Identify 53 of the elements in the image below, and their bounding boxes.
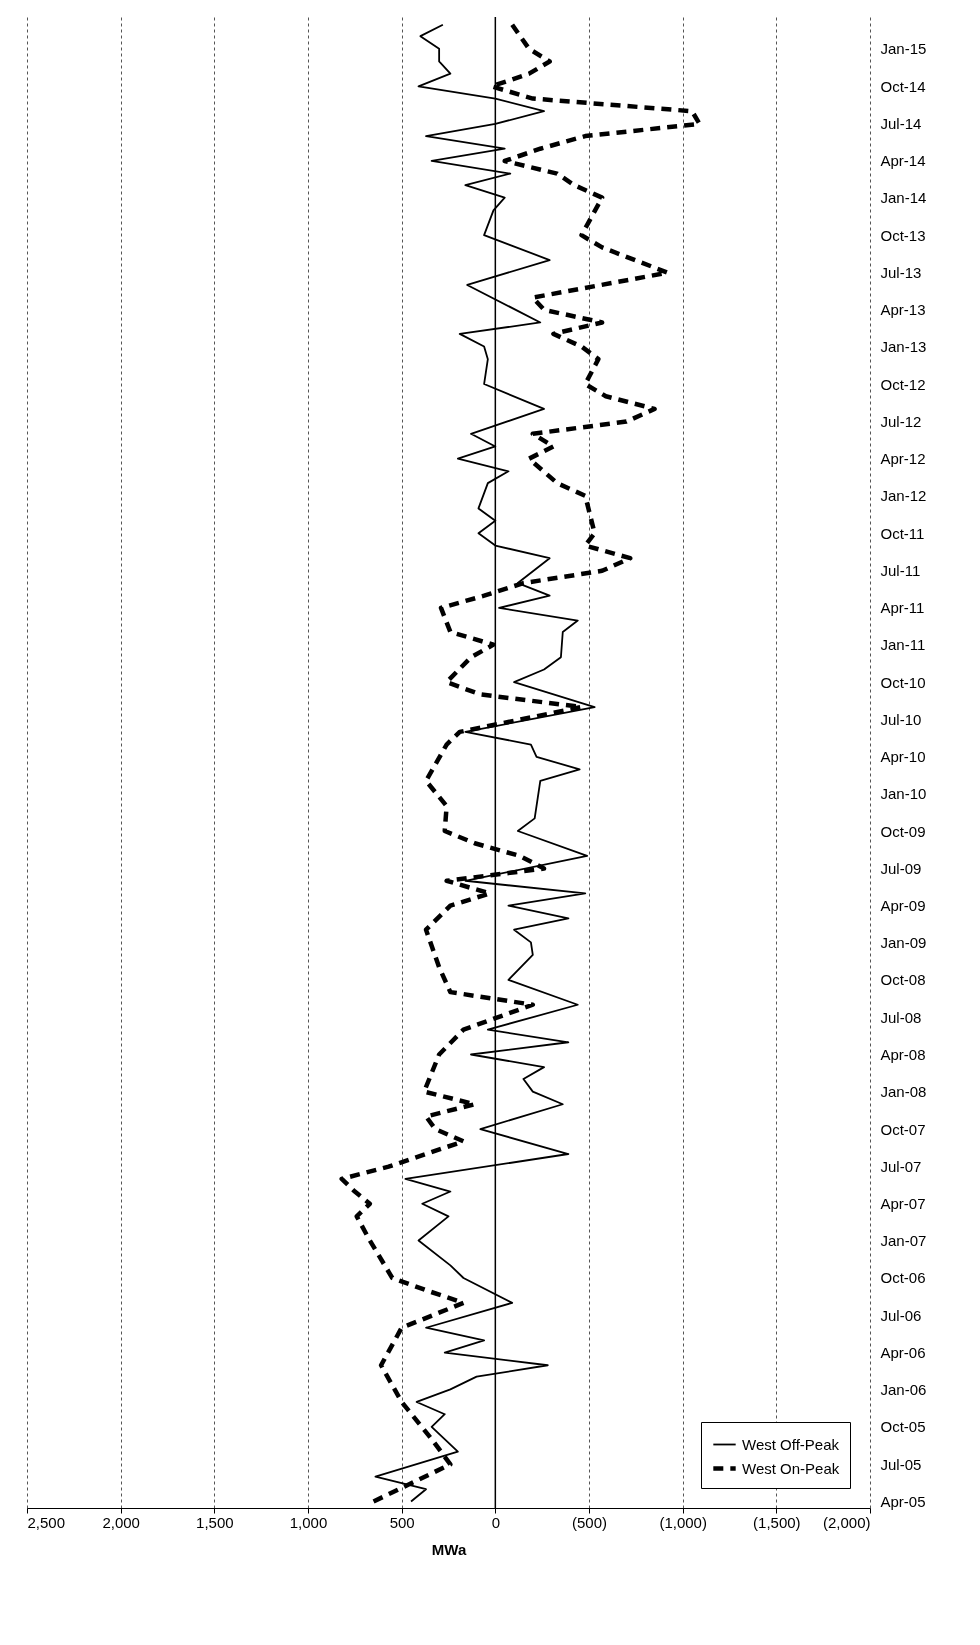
y-tick-label: Jul-06 <box>880 1307 922 1325</box>
y-tick-label: Apr-13 <box>880 301 926 319</box>
y-tick-label: Jan-09 <box>880 933 927 951</box>
y-tick-label: Oct-13 <box>880 226 926 244</box>
y-tick-label: Jan-14 <box>880 189 927 207</box>
y-tick-label: Jul-14 <box>880 115 922 133</box>
legend-label: West On-Peak <box>742 1459 840 1477</box>
y-tick-label: Jan-10 <box>880 784 927 802</box>
y-tick-label: Jan-11 <box>880 636 926 654</box>
y-tick-label: Jul-09 <box>880 860 922 878</box>
y-tick-label: Jan-15 <box>880 40 927 58</box>
x-tick-label: 0 <box>491 1513 501 1531</box>
x-tick-label: 1,500 <box>196 1513 234 1531</box>
y-tick-label: Apr-14 <box>880 152 926 170</box>
y-tick-label: Apr-12 <box>880 450 926 468</box>
x-tick-label: 2,000 <box>102 1513 140 1531</box>
y-tick-label: Oct-09 <box>880 822 926 840</box>
y-tick-label: Jan-12 <box>880 487 927 505</box>
y-tick-label: Jul-08 <box>880 1008 922 1026</box>
y-tick-label: Apr-05 <box>880 1492 926 1510</box>
y-tick-label: Jul-05 <box>880 1455 922 1473</box>
y-tick-label: Oct-10 <box>880 673 926 691</box>
y-tick-label: Jul-13 <box>880 264 922 282</box>
x-tick-label: 2,500 <box>27 1513 66 1531</box>
y-tick-label: Jan-13 <box>880 338 927 356</box>
y-tick-label: Oct-06 <box>880 1269 926 1287</box>
y-tick-label: Apr-08 <box>880 1046 926 1063</box>
y-tick-label: Jan-07 <box>880 1231 927 1249</box>
legend-label: West Off-Peak <box>742 1435 840 1453</box>
y-tick-label: Apr-10 <box>880 748 926 766</box>
x-axis-title: MWa <box>431 1540 467 1558</box>
y-tick-label: Apr-11 <box>880 599 925 617</box>
y-tick-label: Apr-07 <box>880 1195 926 1213</box>
y-tick-label: Jul-07 <box>880 1158 922 1176</box>
y-tick-label: Apr-06 <box>880 1344 926 1362</box>
x-tick-label: (2,000) <box>822 1513 871 1531</box>
y-tick-label: Apr-09 <box>880 897 926 915</box>
y-tick-label: Jan-08 <box>880 1083 927 1101</box>
y-tick-label: Jan-06 <box>880 1380 927 1398</box>
x-tick-label: 500 <box>389 1513 415 1531</box>
y-tick-label: Oct-11 <box>880 524 925 542</box>
x-tick-label: (1,000) <box>659 1513 707 1531</box>
y-tick-label: Oct-07 <box>880 1120 926 1138</box>
y-tick-label: Oct-05 <box>880 1418 926 1436</box>
y-tick-label: Jul-11 <box>880 562 921 580</box>
x-tick-label: (1,500) <box>753 1513 801 1531</box>
x-tick-label: 1,000 <box>289 1513 328 1531</box>
y-tick-label: Jul-10 <box>880 711 922 729</box>
x-tick-label: (500) <box>571 1513 608 1531</box>
y-tick-label: Oct-14 <box>880 77 926 95</box>
y-tick-label: Oct-12 <box>880 375 926 393</box>
y-tick-label: Oct-08 <box>880 971 926 989</box>
y-tick-label: Jul-12 <box>880 413 922 431</box>
